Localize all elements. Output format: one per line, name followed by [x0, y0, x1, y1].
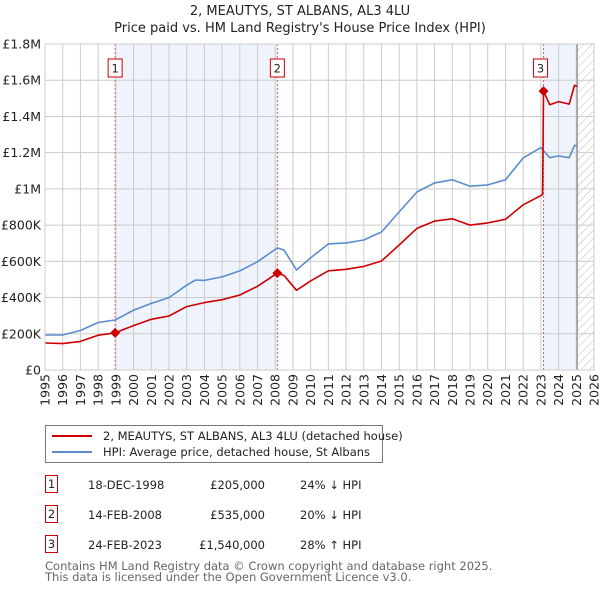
legend: 2, MEAUTYS, ST ALBANS, AL3 4LU (detached… — [45, 425, 403, 463]
x-tick-label: 1996 — [55, 374, 70, 406]
x-tick-label: 2011 — [321, 374, 336, 406]
x-tick-label: 2013 — [356, 374, 371, 406]
sale-marker-label: 1 — [111, 62, 118, 76]
hpi-line — [45, 144, 578, 336]
chart-title-line1: 2, MEAUTYS, ST ALBANS, AL3 4LU — [189, 4, 411, 19]
sale-row: 1 18-DEC-1998 £205,000 24% ↓ HPI — [45, 475, 445, 495]
sale-point — [110, 327, 121, 338]
x-tick-label: 1997 — [73, 374, 88, 406]
x-tick-label: 2022 — [516, 374, 531, 406]
x-tick-label: 2021 — [498, 374, 513, 406]
sale-row: 3 24-FEB-2023 £1,540,000 28% ↑ HPI — [45, 535, 445, 555]
legend-swatch-price — [52, 435, 92, 437]
footer: Contains HM Land Registry data © Crown c… — [45, 559, 493, 584]
y-tick-label: £800K — [1, 218, 42, 233]
sale-number-badge: 3 — [45, 535, 58, 553]
future-hatch — [577, 44, 594, 370]
y-tick-label: £1M — [14, 181, 41, 196]
x-tick-label: 2023 — [533, 374, 548, 406]
sale-row: 2 14-FEB-2008 £535,000 20% ↓ HPI — [45, 505, 445, 525]
x-tick-label: 2005 — [215, 374, 230, 406]
legend-label-price: 2, MEAUTYS, ST ALBANS, AL3 4LU (detached… — [103, 429, 403, 443]
x-tick-label: 2017 — [427, 374, 442, 406]
sale-point — [272, 268, 283, 279]
y-tick-label: £1.2M — [2, 145, 41, 160]
x-tick-label: 2004 — [197, 374, 212, 406]
x-tick-label: 2025 — [569, 374, 584, 406]
price-chart: 1995 1996 1997 1998 1999 2000 2001 2002 2003 2004… — [1, 37, 600, 406]
sale-marker-box — [269, 58, 285, 78]
x-tick-label: 2014 — [374, 374, 389, 406]
sale-number-badge: 2 — [45, 505, 58, 523]
sale-marker-box — [533, 58, 549, 78]
x-tick-label: 2020 — [480, 374, 495, 406]
x-tick-label: 2001 — [144, 374, 159, 406]
x-tick-label: 1998 — [91, 374, 106, 406]
x-tick-label: 1999 — [108, 374, 123, 406]
legend-item-hpi: HPI: Average price, detached house, St A… — [46, 444, 370, 460]
legend-swatch-hpi — [52, 451, 92, 453]
footer-licence: This data is licensed under the Open Gov… — [45, 570, 412, 584]
y-tick-label: £400K — [1, 290, 42, 305]
y-tick-label: £1.4M — [2, 109, 41, 124]
x-tick-label: 2012 — [339, 374, 354, 406]
y-tick-label: £1.8M — [2, 37, 41, 52]
chart-title-line2: Price paid vs. HM Land Registry's House … — [114, 21, 486, 36]
sale-point — [538, 86, 549, 97]
sale-date: 14-FEB-2008 — [88, 508, 162, 522]
sale-price: £535,000 — [210, 508, 265, 522]
x-tick-label: 2008 — [268, 374, 283, 406]
price-line — [44, 84, 578, 345]
x-tick-label: 1995 — [38, 374, 53, 406]
x-tick-label: 2009 — [285, 374, 300, 406]
ownership-shade-1 — [115, 44, 278, 370]
x-tick-label: 2002 — [161, 374, 176, 406]
y-tick-label: £600K — [1, 254, 42, 269]
sale-marker-label: 2 — [274, 62, 281, 76]
sale-marker-box — [107, 58, 123, 78]
sale-hpi-diff: 24% ↓ HPI — [300, 478, 362, 492]
x-tick-label: 2010 — [303, 374, 318, 406]
sale-price: £205,000 — [210, 478, 265, 492]
x-tick-label: 2019 — [463, 374, 478, 406]
x-tick-label: 2015 — [392, 374, 407, 406]
x-tick-label: 2026 — [587, 374, 600, 406]
plot-frame — [44, 43, 595, 371]
x-tick-label: 2018 — [445, 374, 460, 406]
y-tick-label: £0 — [25, 363, 41, 378]
legend-item-price: 2, MEAUTYS, ST ALBANS, AL3 4LU (detached… — [46, 428, 403, 444]
sale-date: 18-DEC-1998 — [88, 478, 165, 492]
sale-date: 24-FEB-2023 — [88, 538, 162, 552]
legend-label-hpi: HPI: Average price, detached house, St A… — [103, 445, 371, 459]
x-tick-label: 2007 — [250, 374, 265, 406]
x-tick-label: 2000 — [126, 374, 141, 406]
x-tick-label: 2024 — [551, 374, 566, 406]
y-tick-label: £1.6M — [2, 73, 41, 88]
x-tick-label: 2016 — [409, 374, 424, 406]
sale-number-badge: 1 — [45, 475, 58, 493]
sale-hpi-diff: 28% ↑ HPI — [300, 538, 362, 552]
y-tick-label: £200K — [1, 326, 42, 341]
sale-hpi-diff: 20% ↓ HPI — [300, 508, 362, 522]
sale-marker-label: 3 — [537, 62, 544, 76]
x-tick-label: 2003 — [179, 374, 194, 406]
x-tick-label: 2006 — [232, 374, 247, 406]
sale-price: £1,540,000 — [199, 538, 265, 552]
footer-copyright: Contains HM Land Registry data © Crown c… — [45, 559, 493, 573]
